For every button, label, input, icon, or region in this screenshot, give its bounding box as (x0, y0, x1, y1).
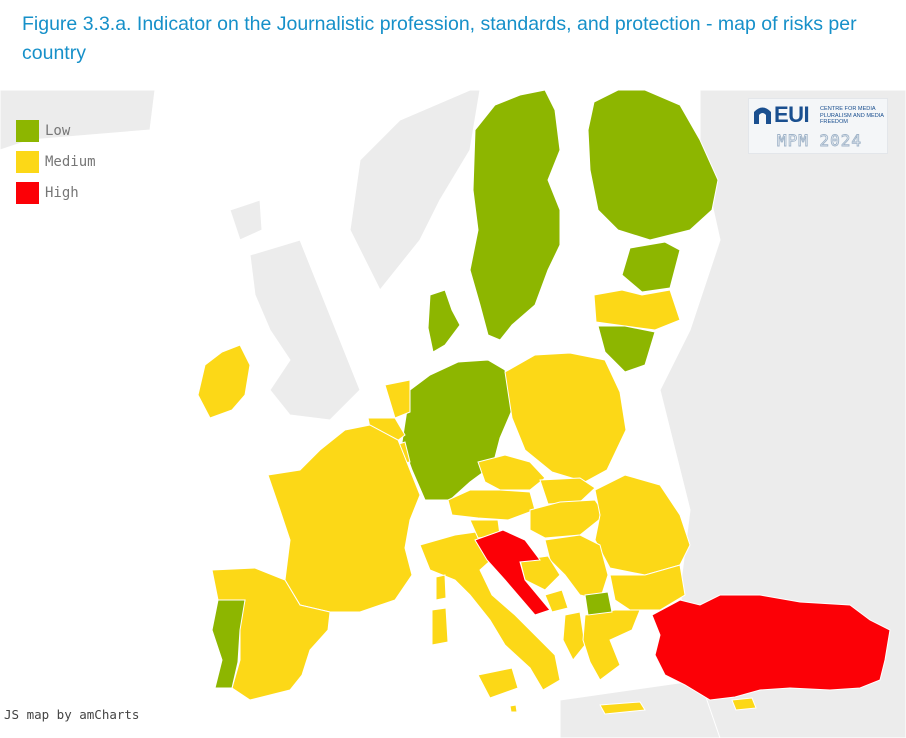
country-croatia[interactable] (474, 529, 551, 616)
eui-logo: EUI CENTRE FOR MEDIA PLURALISM AND MEDIA… (748, 98, 888, 154)
country-denmark[interactable] (427, 289, 461, 353)
country-finland[interactable] (587, 90, 719, 241)
country-crete[interactable] (599, 701, 646, 715)
country-ireland[interactable] (197, 344, 251, 419)
legend-item-medium[interactable]: Medium (16, 146, 96, 177)
map-credit-link[interactable]: JS map by amCharts (4, 707, 140, 722)
map[interactable] (0, 90, 906, 738)
country-sicily[interactable] (477, 667, 519, 699)
country-sardinia[interactable] (431, 607, 449, 646)
logo-subtitle: CENTRE FOR MEDIA PLURALISM AND MEDIA FRE… (820, 106, 884, 125)
legend-label-high: High (45, 184, 79, 201)
country-netherlands[interactable] (384, 379, 411, 419)
country-north-macedonia[interactable] (584, 591, 613, 616)
country-estonia[interactable] (621, 241, 681, 293)
legend-label-medium: Medium (45, 153, 96, 170)
figure-title: Figure 3.3.a. Indicator on the Journalis… (22, 13, 857, 64)
country-sweden[interactable] (469, 90, 561, 341)
country-lithuania[interactable] (597, 325, 656, 373)
legend-swatch-high (16, 181, 39, 204)
logo-edition: MPM 2024 (777, 131, 863, 151)
country-czechia[interactable] (477, 454, 546, 491)
legend-label-low: Low (45, 122, 71, 139)
legend-item-high[interactable]: High (16, 177, 96, 208)
country-poland[interactable] (504, 352, 627, 483)
legend-swatch-medium (16, 150, 39, 173)
country-austria[interactable] (447, 489, 536, 521)
country-albania[interactable] (562, 611, 586, 661)
map-canvas (0, 90, 906, 738)
country-romania[interactable] (594, 474, 691, 576)
country-greece[interactable] (582, 609, 641, 681)
country-latvia[interactable] (593, 289, 681, 331)
logo-name: EUI (774, 102, 810, 127)
legend-item-low[interactable]: Low (16, 115, 96, 146)
country-corsica[interactable] (435, 574, 447, 601)
legend-swatch-low (16, 119, 39, 142)
country-montenegro[interactable] (544, 589, 569, 613)
country-malta[interactable] (509, 704, 518, 713)
country-france[interactable] (267, 424, 421, 613)
country-turkey[interactable] (651, 594, 891, 701)
country-portugal[interactable] (211, 599, 246, 689)
country-slovakia[interactable] (539, 477, 596, 505)
country-cyprus[interactable] (731, 697, 757, 711)
country-shapes (197, 90, 891, 715)
country-bulgaria[interactable] (609, 564, 686, 611)
country-hungary[interactable] (529, 499, 606, 539)
legend: Low Medium High (16, 115, 96, 208)
eui-arch-icon (754, 107, 771, 124)
